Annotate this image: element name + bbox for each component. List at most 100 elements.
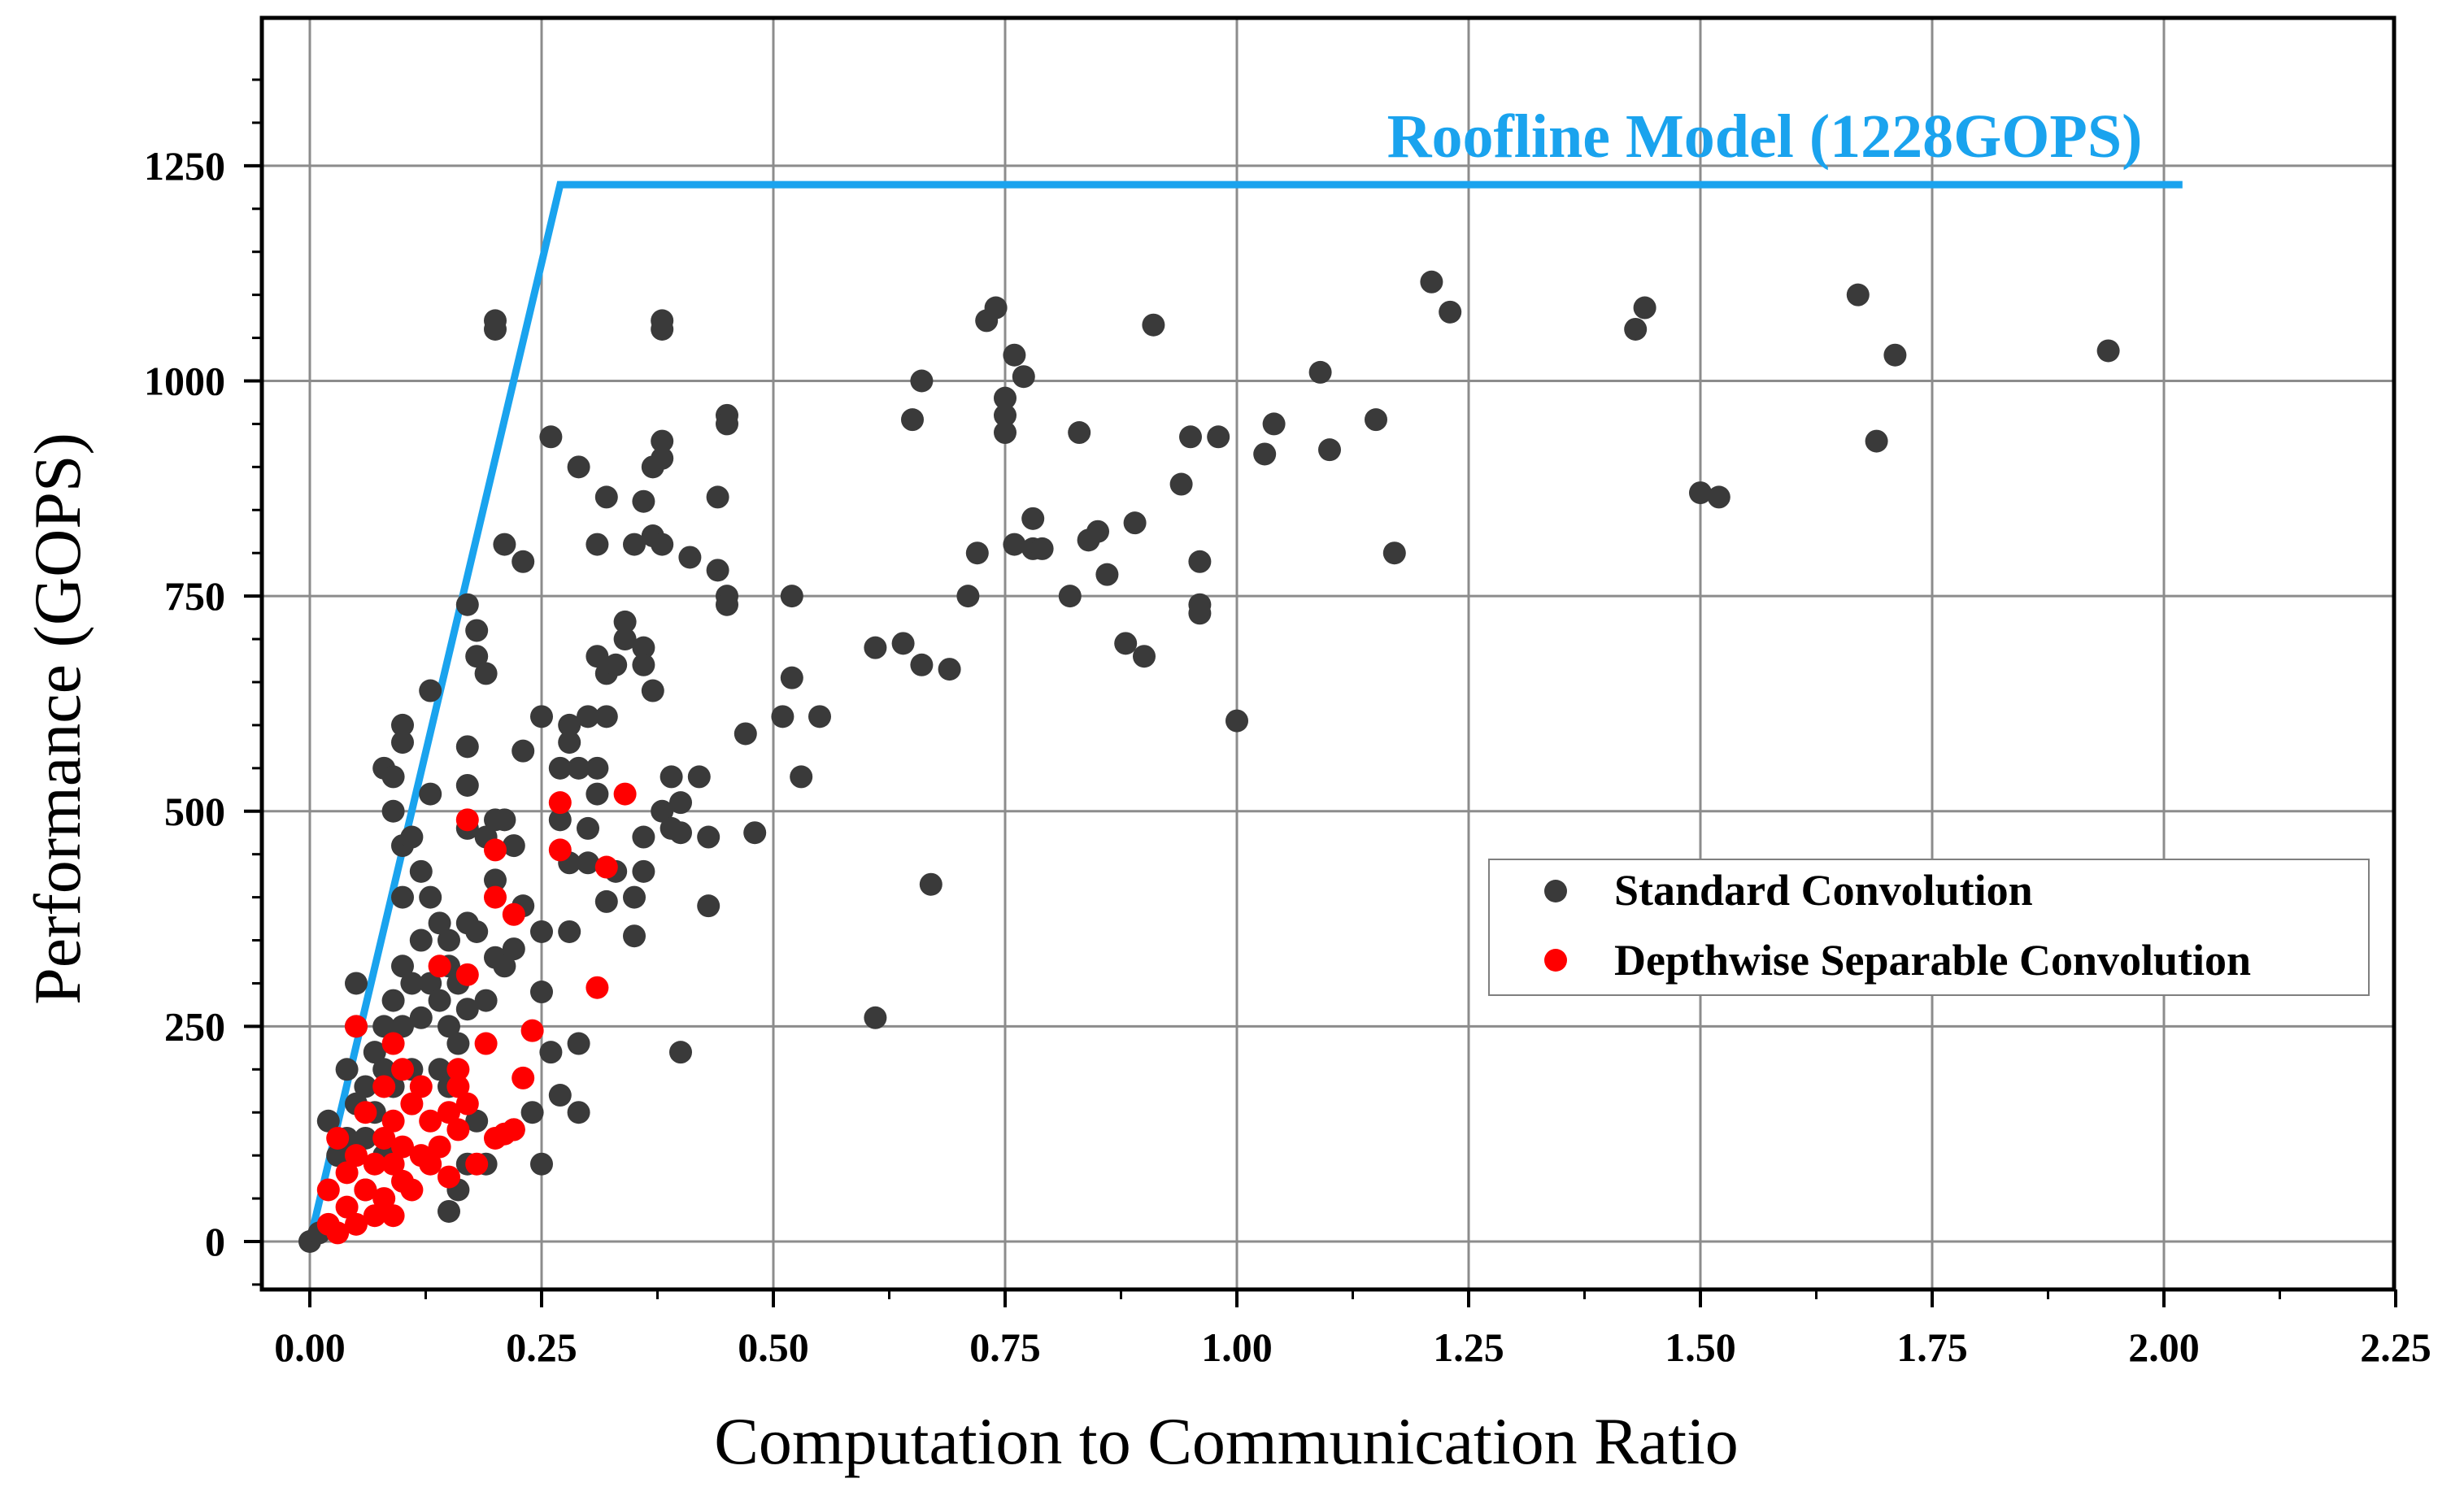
data-point (669, 1041, 692, 1064)
data-point (539, 425, 563, 449)
data-point (1253, 442, 1277, 466)
data-point (391, 885, 414, 909)
data-point (697, 825, 720, 849)
data-point (354, 1101, 377, 1124)
data-point (613, 610, 637, 633)
axis-ticks (244, 78, 2397, 1307)
data-point (484, 317, 507, 341)
data-point (651, 317, 674, 341)
data-point (419, 782, 442, 806)
data-point (493, 533, 516, 556)
data-point (623, 924, 646, 948)
data-point (706, 485, 729, 509)
data-point (381, 1032, 405, 1055)
data-point (651, 533, 674, 556)
data-point (428, 955, 451, 978)
data-point (864, 1006, 887, 1029)
series-depthwise-separable-convolution (316, 782, 637, 1245)
data-point (1133, 645, 1156, 668)
data-point (326, 1126, 350, 1150)
data-point (994, 403, 1017, 427)
data-points-layer (298, 270, 2120, 1253)
data-point (502, 834, 525, 858)
data-point (1169, 472, 1193, 496)
data-point (438, 1101, 460, 1124)
data-point (391, 713, 414, 737)
axis-tick-labels: 0.00 0.25 0.50 0.75 1.00 1.25 1.50 1.75 2.00 2.25… (144, 143, 2431, 1370)
y-tick-label: 750 (164, 573, 225, 619)
data-point (919, 872, 943, 896)
y-tick-label: 250 (164, 1003, 225, 1049)
y-tick-label: 0 (205, 1219, 225, 1264)
data-point (678, 546, 702, 569)
data-point (381, 1204, 405, 1228)
data-point (1142, 313, 1165, 337)
data-point (354, 1075, 377, 1098)
x-tick-label: 0.75 (969, 1324, 1041, 1370)
data-point (548, 791, 572, 815)
data-point (651, 446, 674, 470)
data-point (391, 1058, 414, 1081)
y-tick-label: 1250 (144, 143, 225, 189)
data-point (363, 1152, 386, 1176)
data-point (1188, 550, 1212, 573)
data-point (938, 658, 961, 681)
legend-label-depthwise-separable-convolution: Depthwise Separable Convolution (1614, 936, 2251, 985)
data-point (891, 632, 915, 655)
x-tick-label: 2.00 (2128, 1324, 2200, 1370)
data-point (586, 533, 609, 556)
data-point (419, 679, 442, 702)
data-point (910, 653, 934, 676)
data-point (994, 421, 1017, 445)
data-point (586, 782, 609, 806)
data-point (956, 585, 980, 608)
data-point (994, 386, 1017, 410)
x-tick-label: 1.25 (1433, 1324, 1504, 1370)
x-tick-label: 1.00 (1201, 1324, 1273, 1370)
data-point (1262, 412, 1286, 436)
data-point (780, 585, 803, 608)
data-point (335, 1058, 359, 1081)
data-point (632, 859, 655, 883)
x-tick-label: 1.75 (1896, 1324, 1968, 1370)
data-point (530, 705, 553, 728)
data-point (316, 1178, 340, 1202)
data-point (613, 782, 637, 806)
data-point (446, 1075, 470, 1098)
data-point (669, 791, 692, 815)
data-point (586, 976, 609, 999)
data-point (372, 1187, 396, 1211)
data-point (548, 838, 572, 862)
data-point (808, 705, 831, 728)
x-tick-label: 0.00 (274, 1324, 346, 1370)
data-point (419, 1109, 442, 1133)
data-point (790, 765, 813, 789)
data-point (512, 550, 535, 573)
data-point (864, 636, 887, 659)
data-point (354, 1126, 377, 1150)
data-point (493, 955, 516, 978)
data-point (567, 455, 590, 479)
data-point (1318, 438, 1341, 462)
data-point (984, 296, 1008, 320)
data-point (363, 1041, 386, 1064)
data-point (345, 972, 368, 995)
data-point (455, 998, 479, 1021)
data-point (539, 1041, 563, 1064)
data-point (530, 920, 553, 943)
data-point (409, 1075, 433, 1098)
data-point (326, 1221, 350, 1245)
data-point (419, 972, 442, 995)
x-tick-label: 1.50 (1665, 1324, 1736, 1370)
roofline-layer (306, 180, 2183, 1243)
data-point (428, 911, 451, 935)
data-point (372, 1058, 396, 1081)
data-point (335, 1195, 359, 1219)
data-point (548, 1084, 572, 1107)
data-point (1086, 520, 1109, 543)
data-point (623, 885, 646, 909)
data-point (409, 859, 433, 883)
data-point (465, 619, 489, 642)
data-point (391, 1015, 414, 1038)
y-tick-label: 1000 (144, 359, 225, 404)
